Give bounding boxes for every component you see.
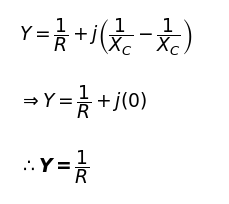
Text: $Y = \dfrac{1}{R} + j\left(\dfrac{1}{X_C} - \dfrac{1}{X_C}\right)$: $Y = \dfrac{1}{R} + j\left(\dfrac{1}{X_C…	[19, 17, 191, 58]
Text: $\Rightarrow Y = \dfrac{1}{R} + j(0)$: $\Rightarrow Y = \dfrac{1}{R} + j(0)$	[19, 83, 146, 121]
Text: $\therefore \boldsymbol{Y = \dfrac{1}{R}}$: $\therefore \boldsymbol{Y = \dfrac{1}{R}…	[19, 147, 89, 185]
